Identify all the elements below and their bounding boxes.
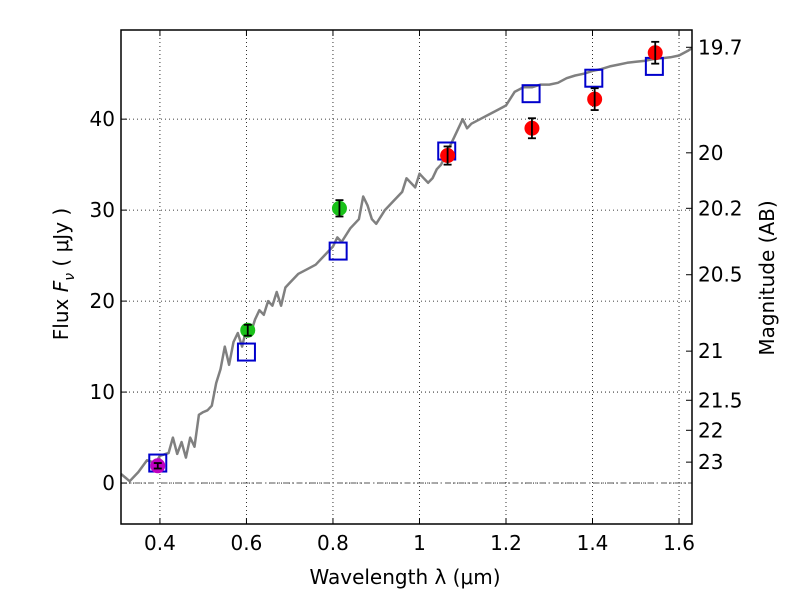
- y2-tick-label: 20: [698, 141, 723, 165]
- model-photometry-square: [521, 84, 541, 104]
- x-tick-label: 0.6: [231, 531, 263, 555]
- model-photometry-markers: [148, 56, 664, 473]
- x-tick-label: 1.6: [663, 531, 695, 555]
- plot-frame: [120, 29, 693, 525]
- x-tick-label: 0.4: [144, 531, 176, 555]
- y-axis-right: 19.7 20 20.2 20.5 21 21.5 22 23: [686, 35, 743, 474]
- y2-tick-label: 21.5: [698, 388, 743, 412]
- x-tick-label: 1: [413, 531, 426, 555]
- y2-tick-label: 23: [698, 450, 723, 474]
- model-photometry-square: [584, 68, 604, 88]
- x-tick-label: 1.4: [577, 531, 609, 555]
- y-axis-label-suffix: ( μJy ): [49, 208, 73, 273]
- model-photometry-square: [236, 342, 256, 362]
- y2-tick-label: 20.5: [698, 263, 743, 287]
- y2-tick-label: 19.7: [698, 35, 743, 59]
- x-axis-label: Wavelength λ (μm): [309, 565, 500, 589]
- x-axis: 0.4 0.6 0.8 1 1.2 1.4 1.6: [144, 30, 695, 555]
- y-axis-label-prefix: Flux: [49, 292, 73, 340]
- y-axis-label-subscript: ν: [62, 273, 78, 281]
- y2-tick-label: 20.2: [698, 196, 743, 220]
- x-tick-label: 0.8: [317, 531, 349, 555]
- y-tick-label: 10: [90, 380, 115, 404]
- y-tick-label: 40: [90, 107, 115, 131]
- y-axis-label: Flux Fν ( μJy ): [49, 208, 78, 340]
- y-tick-label: 20: [90, 289, 115, 313]
- y-axis-left: 0 10 20 30 40: [90, 107, 127, 495]
- y2-tick-label: 21: [698, 339, 723, 363]
- model-photometry-square: [328, 241, 348, 261]
- observed-points: [150, 40, 663, 474]
- grid: [121, 30, 692, 524]
- y2-axis-label: Magnitude (AB): [755, 200, 779, 355]
- y-tick-label: 30: [90, 198, 115, 222]
- y-tick-label: 0: [102, 471, 115, 495]
- model-spectrum-line: [120, 47, 693, 483]
- y-axis-label-symbol: F: [49, 280, 73, 292]
- x-tick-label: 1.2: [490, 531, 522, 555]
- y2-tick-label: 22: [698, 418, 723, 442]
